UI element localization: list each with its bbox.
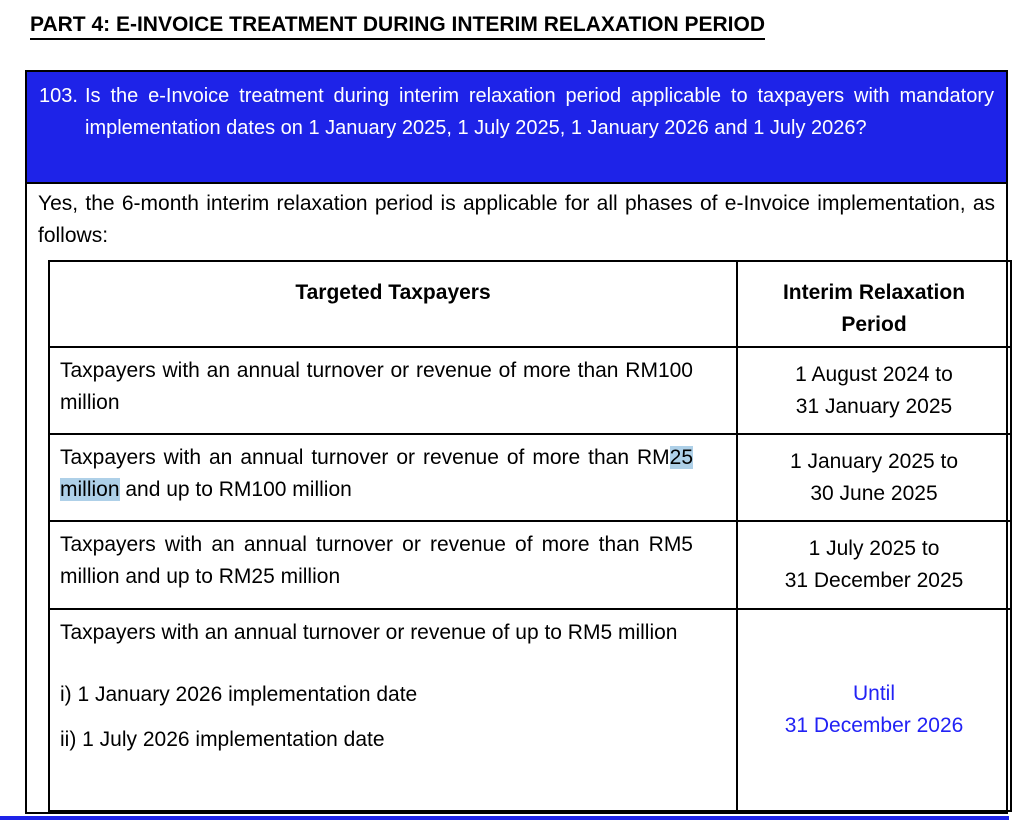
table-body: Taxpayers with an annual turnover or rev… [48, 346, 1012, 812]
period-cell: 1 August 2024 to 31 January 2025 [736, 346, 1012, 435]
answer-intro: Yes, the 6-month interim relaxation peri… [38, 192, 995, 247]
text-segment: Taxpayers with an annual turnover or rev… [60, 359, 693, 414]
page-title: PART 4: E-INVOICE TREATMENT DURING INTER… [30, 12, 1008, 40]
taxpayer-paragraph: Taxpayers with an annual turnover or rev… [60, 355, 693, 419]
qa-container: 103. Is the e-Invoice treatment during i… [25, 70, 1012, 814]
question-box: 103. Is the e-Invoice treatment during i… [27, 72, 1006, 184]
text-segment: Taxpayers with an annual turnover or rev… [60, 446, 670, 469]
table-row: Taxpayers with an annual turnover or rev… [48, 346, 1012, 435]
table-header-period: Interim Relaxation Period [736, 260, 1012, 348]
taxpayer-paragraph: Taxpayers with an annual turnover or rev… [60, 529, 693, 593]
taxpayer-cell: Taxpayers with an annual turnover or rev… [48, 520, 738, 610]
table-row: Taxpayers with an annual turnover or rev… [48, 608, 1012, 812]
table-header-taxpayers: Targeted Taxpayers [48, 260, 738, 348]
text-segment: Taxpayers with an annual turnover or rev… [60, 533, 693, 588]
table-header-row: Targeted Taxpayers Interim Relaxation Pe… [48, 260, 1012, 348]
text-segment: ii) 1 July 2026 implementation date [60, 728, 385, 751]
period-cell: Until 31 December 2026 [736, 608, 1012, 812]
taxpayer-paragraph: Taxpayers with an annual turnover or rev… [60, 617, 693, 649]
period-cell: 1 July 2025 to 31 December 2025 [736, 520, 1012, 610]
taxpayer-paragraph: i) 1 January 2026 implementation date [60, 679, 693, 711]
table-row: Taxpayers with an annual turnover or rev… [48, 433, 1012, 522]
taxpayer-cell: Taxpayers with an annual turnover or rev… [48, 346, 738, 435]
page-title-text: PART 4: E-INVOICE TREATMENT DURING INTER… [30, 13, 766, 40]
text-segment: i) 1 January 2026 implementation date [60, 683, 418, 706]
taxpayer-paragraph: Taxpayers with an annual turnover or rev… [60, 442, 693, 506]
taxpayer-paragraph: ii) 1 July 2026 implementation date [60, 724, 693, 756]
text-segment: and up to RM100 million [119, 478, 352, 501]
taxpayer-cell: Taxpayers with an annual turnover or rev… [48, 608, 738, 812]
answer-box: Yes, the 6-month interim relaxation peri… [27, 184, 1012, 812]
next-question-box-edge [0, 816, 1009, 820]
question-number: 103. [39, 85, 78, 107]
question-text: Is the e-Invoice treatment during interi… [85, 85, 994, 139]
period-cell: 1 January 2025 to 30 June 2025 [736, 433, 1012, 522]
relaxation-period-table: Targeted Taxpayers Interim Relaxation Pe… [48, 260, 1012, 812]
text-segment: Taxpayers with an annual turnover or rev… [60, 621, 678, 644]
taxpayer-cell: Taxpayers with an annual turnover or rev… [48, 433, 738, 522]
table-row: Taxpayers with an annual turnover or rev… [48, 520, 1012, 610]
